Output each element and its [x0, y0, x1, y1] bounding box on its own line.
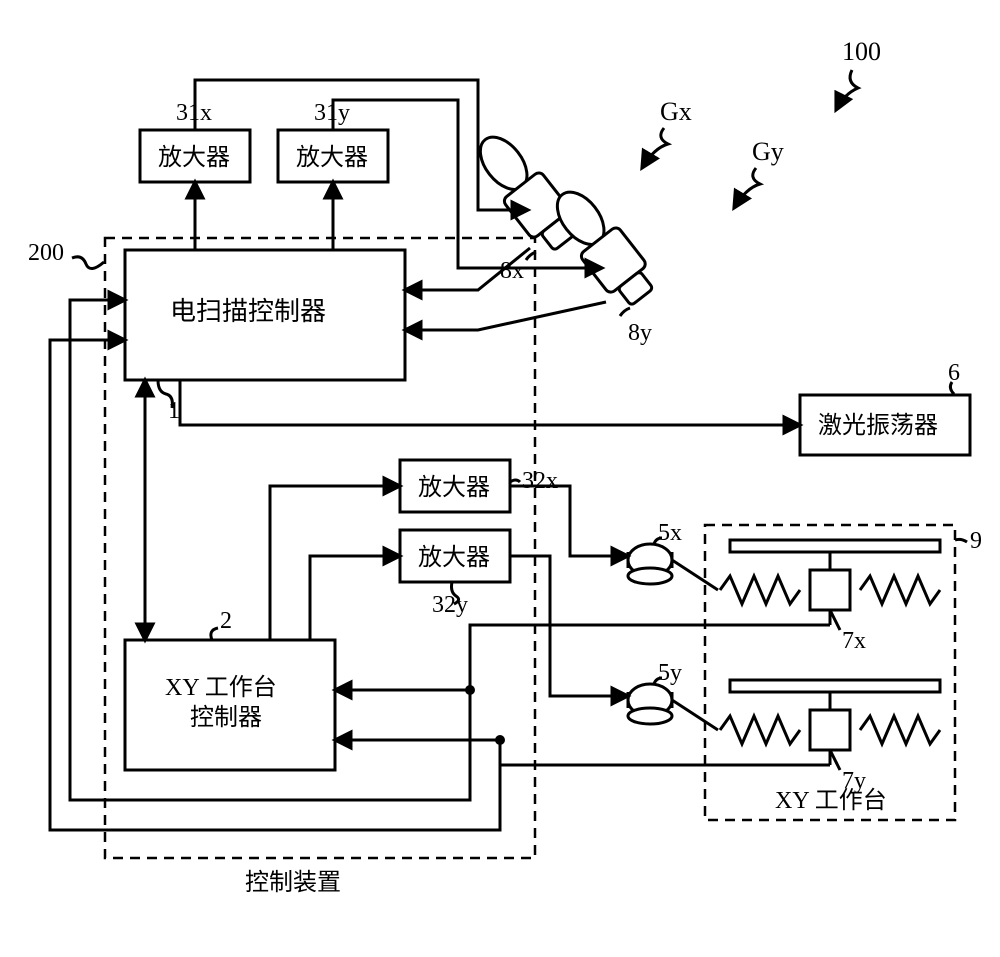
diagram-canvas: 100 控制装置 200 放大器 31x 放大器 31y 电扫描控制器 1 XY…: [0, 0, 1000, 957]
ref-100: 100: [842, 37, 881, 66]
ref-9: 9: [970, 528, 982, 554]
squiggle-9: [955, 539, 967, 542]
wire-xc-32x: [270, 486, 400, 640]
ref-Gy: Gy: [752, 137, 784, 166]
wire-gc-laser: [180, 380, 800, 425]
squiggle-Gy: [734, 168, 760, 208]
amp-32x-text: 放大器: [418, 474, 490, 501]
ref-8y: 8y: [628, 320, 652, 346]
ref-32x: 32x: [522, 468, 558, 494]
wire-32x-5x: [510, 486, 628, 556]
wire-xc-32y: [310, 556, 400, 640]
motor-5x: [628, 544, 718, 590]
ref-200: 200: [28, 240, 64, 266]
ref-1: 1: [168, 398, 180, 424]
squiggle-Gx: [642, 128, 668, 168]
wire-8y-gc: [405, 302, 606, 330]
squiggle-2: [211, 628, 218, 640]
ref-32y: 32y: [432, 592, 468, 618]
amp-32y-text: 放大器: [418, 544, 490, 571]
ref-7y: 7y: [842, 768, 866, 794]
amp-31x-text: 放大器: [158, 144, 230, 171]
xy-table-label: XY 工作台: [775, 787, 887, 814]
xy-controller-text-l1: XY 工作台: [165, 674, 277, 701]
lead-8y: [620, 308, 630, 316]
ref-5y: 5y: [658, 660, 682, 686]
ref-Gx: Gx: [660, 97, 692, 126]
ref-7x: 7x: [842, 628, 866, 654]
squiggle-32x: [510, 480, 520, 482]
xy-controller-text-l2: 控制器: [190, 704, 262, 731]
ref-5x: 5x: [658, 520, 682, 546]
ref-6: 6: [948, 360, 960, 386]
squiggle-200: [72, 257, 104, 269]
laser-text: 激光振荡器: [818, 412, 938, 439]
ref-2: 2: [220, 608, 232, 634]
wire-7y-xc: [335, 740, 830, 765]
galvo-controller-text: 电扫描控制器: [170, 297, 326, 326]
amp-31y-text: 放大器: [296, 144, 368, 171]
control-device-label: 控制装置: [245, 869, 341, 896]
squiggle-100: [836, 70, 858, 110]
